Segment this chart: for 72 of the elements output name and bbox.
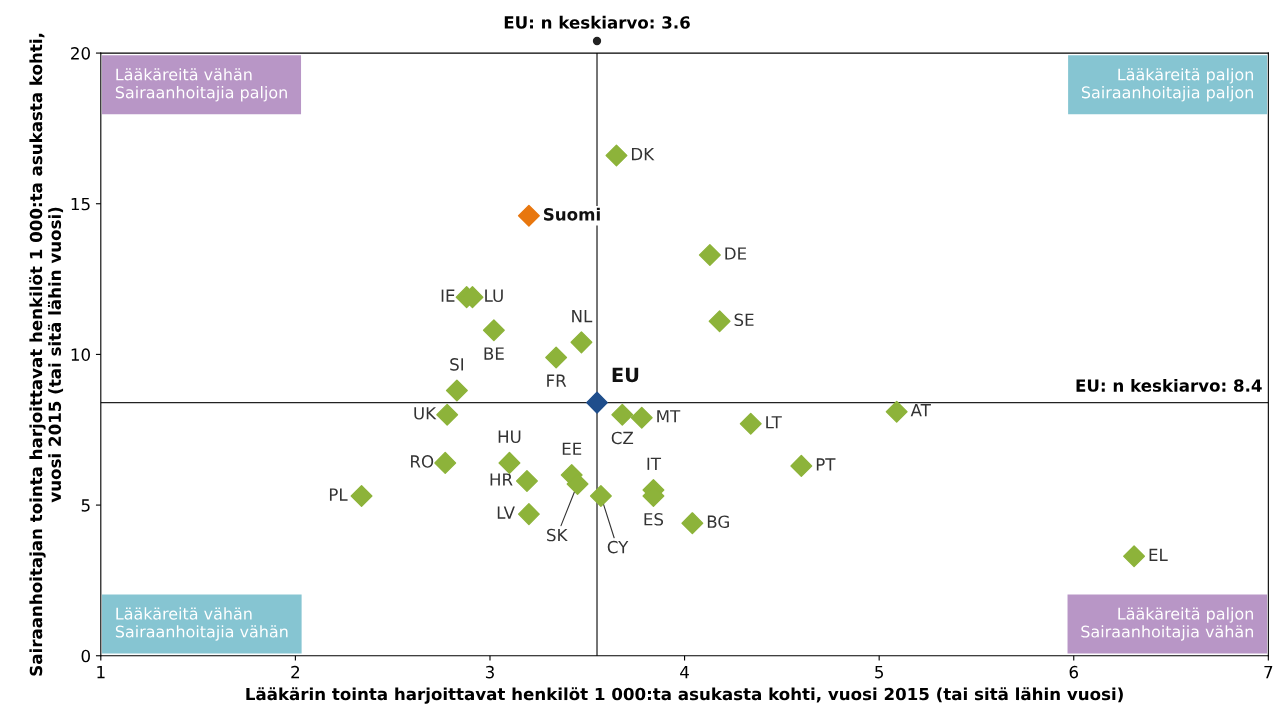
x-tick-label: 7 — [1264, 665, 1273, 679]
data-label: MT — [657, 410, 681, 423]
point — [611, 403, 634, 426]
x-tick-label: 5 — [875, 665, 884, 679]
annotation: Lääkäreitä vähän Sairaanhoitajia vähän — [115, 607, 288, 641]
data-label: AT — [910, 404, 931, 417]
point — [517, 503, 540, 526]
x-tick-label: 4 — [680, 665, 689, 679]
data-label: DE — [725, 247, 747, 260]
data-label: CZ — [611, 431, 634, 445]
point — [350, 485, 373, 508]
point — [739, 412, 762, 435]
data-label: DK — [631, 147, 655, 161]
data-label: PT — [816, 458, 836, 471]
data-label: LT — [766, 416, 782, 429]
annotation: Lääkäreitä vähän Sairaanhoitajia paljon — [115, 68, 287, 102]
y-tick-label: 15 — [71, 197, 90, 211]
point — [605, 144, 628, 167]
point — [445, 379, 468, 402]
x-tick-label: 1 — [97, 665, 105, 679]
point — [630, 406, 653, 429]
point — [482, 319, 505, 342]
x-tick-label: 2 — [291, 665, 300, 679]
point — [434, 451, 457, 474]
data-label: BE — [484, 347, 504, 360]
data-label: IE — [441, 289, 455, 302]
data-label: LV — [497, 506, 515, 519]
annotation: Lääkäreitä paljon Sairaanhoitajia paljon — [1081, 68, 1253, 102]
data-label: EL — [1149, 548, 1168, 561]
point — [498, 451, 521, 474]
series-label: EU — [612, 367, 639, 383]
y-axis-title: Sairaanhoitajan tointa harjoittavat henkilöt 1 000:ta asukasta kohti, vuosi 2015 (tai sitä lähin vuosi) — [29, 33, 64, 676]
x-tick-label: 3 — [485, 665, 494, 679]
data-label: RO — [411, 455, 434, 468]
point — [708, 310, 731, 333]
data-label: IT — [647, 457, 662, 470]
point — [570, 331, 593, 354]
y-tick-label: 0 — [81, 649, 90, 663]
point — [545, 346, 568, 369]
y-tick-label: 5 — [81, 499, 90, 512]
x-axis-title: Lääkärin tointa harjoittavat henkilöt 1 000:ta asukasta kohti, vuosi 2015 (tai sitä lähin vuosi) — [246, 687, 1123, 704]
data-label: NL — [572, 310, 593, 323]
ref-line-label: EU: n keskiarvo: 3.6 — [504, 15, 690, 29]
data-label: SI — [450, 358, 464, 371]
ref-line-label: EU: n keskiarvo: 8.4 — [1076, 378, 1262, 392]
data-label: HR — [490, 473, 513, 486]
point — [589, 485, 612, 508]
point — [436, 403, 459, 426]
data-label: EE — [562, 442, 582, 455]
point — [790, 454, 813, 477]
series-label: Suomi — [543, 207, 600, 221]
annotation: Lääkäreitä paljon Sairaanhoitajia vähän — [1081, 607, 1253, 641]
data-label: LU — [485, 289, 503, 302]
data-label: FR — [547, 374, 567, 387]
x-tick-label: 6 — [1069, 665, 1079, 679]
data-label: BG — [707, 515, 729, 528]
data-label: SE — [734, 313, 754, 327]
data-label: ES — [644, 513, 664, 526]
data-label: UK — [414, 407, 437, 420]
point — [681, 512, 704, 535]
point — [885, 400, 908, 423]
point — [1123, 545, 1146, 568]
point — [517, 204, 540, 227]
point — [515, 469, 538, 492]
y-tick-label: 20 — [71, 47, 90, 60]
data-label: SK — [547, 528, 568, 542]
data-label: PL — [329, 488, 348, 501]
y-tick-label: 10 — [71, 348, 90, 361]
data-label: CY — [607, 540, 629, 554]
point — [586, 391, 609, 414]
data-label: HU — [498, 430, 521, 443]
point — [698, 243, 721, 266]
